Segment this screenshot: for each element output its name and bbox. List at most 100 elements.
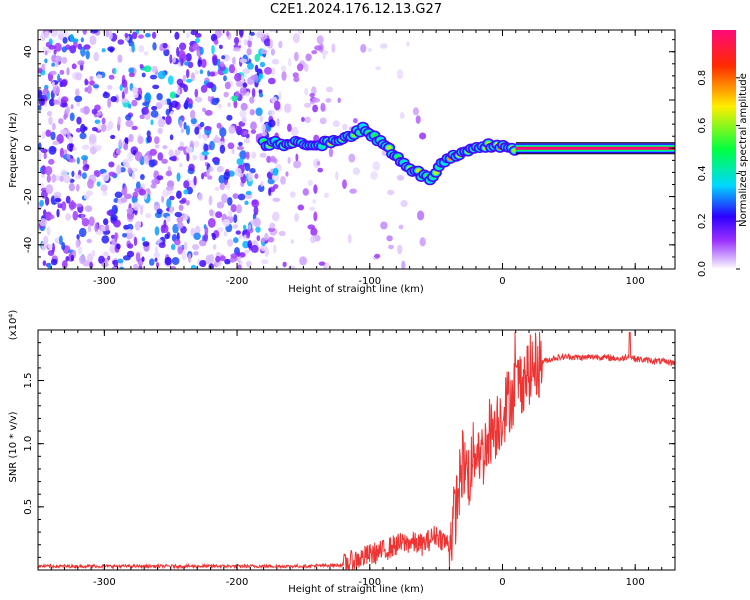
noise-speck [134,151,143,162]
noise-speck [181,250,187,261]
noise-speck [68,201,77,210]
noise-speck [74,95,83,103]
noise-speck [110,96,117,103]
noise-speck [271,173,280,181]
noise-speck [70,254,75,262]
noise-speck [165,115,172,125]
noise-speck [45,184,54,195]
noise-speck [379,43,388,49]
noise-speck [200,58,207,68]
y-tick-label: 20 [23,94,34,107]
noise-speck [68,183,75,192]
noise-speck [185,146,193,154]
noise-speck [287,123,292,132]
noise-speck [119,266,124,269]
noise-speck [148,159,156,168]
noise-speck [53,49,57,55]
noise-speck [190,264,197,269]
noise-speck [125,114,132,121]
noise-speck [169,54,173,64]
noise-speck [268,109,275,116]
noise-speck [132,31,138,40]
noise-speck [117,54,123,63]
noise-speck [70,104,74,110]
noise-speck [269,30,274,33]
noise-speck [313,211,318,222]
noise-speck [81,172,87,180]
noise-speck [296,63,304,72]
noise-speck [276,118,280,127]
noise-speck [347,233,352,244]
noise-speck [234,167,242,176]
ridge-core [386,145,392,150]
noise-speck [208,195,213,206]
noise-speck [217,103,222,109]
noise-speck [113,67,117,75]
noise-speck [101,48,106,53]
snr-y-axis: 0.5 1.0 1.5 [23,342,675,558]
noise-speck [76,234,80,240]
noise-speck [179,119,183,129]
noise-speck [193,175,197,186]
noise-speck [166,190,174,195]
noise-speck [69,33,74,42]
noise-speck [61,242,66,251]
noise-speck [89,261,93,269]
noise-speck [82,30,87,35]
noise-speck [101,235,110,244]
noise-speck [44,31,50,39]
noise-speck [270,48,275,56]
noise-speck [176,46,180,57]
noise-speck [232,47,241,52]
noise-speck [72,210,79,221]
noise-speck [51,62,55,67]
noise-speck [128,67,135,74]
noise-speck [370,171,378,180]
noise-speck [190,109,196,120]
snr-x-axis: -300 -200 -100 0 100 [37,330,676,588]
noise-speck [172,56,176,64]
noise-speck [86,238,92,244]
noise-speck [243,38,248,46]
noise-speck [242,68,250,75]
noise-speck [59,175,64,182]
noise-speck [238,234,243,239]
noise-speck [38,96,46,106]
noise-speck [398,224,404,230]
noise-speck [171,257,180,265]
noise-speck [245,190,252,196]
noise-speck [57,73,61,83]
noise-speck [261,123,266,133]
noise-speck [387,189,395,196]
noise-speck [124,137,129,144]
noise-speck [66,153,71,160]
noise-speck [250,121,257,131]
noise-speck [307,224,316,230]
noise-speck [76,203,83,208]
noise-speck [223,75,227,82]
noise-speck [269,38,273,49]
noise-speck [235,230,241,235]
noise-speck [325,86,334,93]
y-tick-label: -20 [23,188,34,204]
noise-speck [49,98,55,107]
x-tick-label: -300 [93,577,116,588]
noise-speck [120,197,128,203]
noise-speck [61,201,67,211]
noise-speck [47,244,53,249]
noise-speck [74,174,82,180]
noise-speck [122,158,129,167]
noise-speck [271,58,280,65]
noise-speck [176,172,181,182]
noise-speck [38,104,42,111]
noise-speck [82,106,90,115]
noise-speck [219,255,226,262]
noise-speck [272,211,280,222]
noise-speck [77,60,85,66]
noise-speck [188,253,192,263]
x-tick-label: 100 [626,577,645,588]
noise-speck [143,65,152,73]
noise-speck [145,213,152,219]
noise-speck [313,184,318,194]
noise-speck [255,226,261,233]
